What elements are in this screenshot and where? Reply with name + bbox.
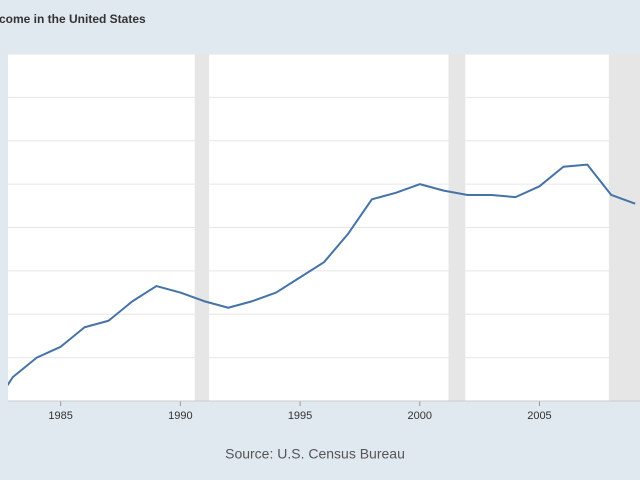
data-line (8, 163, 636, 387)
x-tick-label: 2005 (527, 410, 551, 422)
source-note: Source: U.S. Census Bureau (225, 446, 405, 462)
chart-title: come in the United States (0, 12, 146, 26)
grid-layer: 1985 1990 1995 2000 2005 (8, 53, 640, 422)
x-tick-label: 1985 (48, 410, 72, 422)
x-tick-label: 1995 (288, 410, 312, 422)
line-layer (8, 163, 636, 387)
x-tick-label: 2000 (408, 410, 432, 422)
x-tick-label: 1990 (168, 410, 192, 422)
